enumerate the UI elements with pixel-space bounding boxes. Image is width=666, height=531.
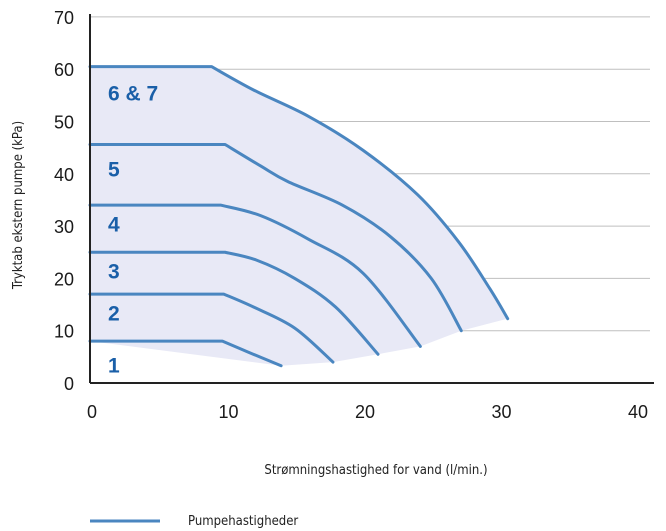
y-axis-title: Tryktab ekstern pumpe (kPa) (11, 121, 26, 290)
y-tick-label-40: 40 (54, 165, 74, 185)
speed-label-4: 4 (108, 213, 120, 236)
x-tick-label-40: 40 (628, 402, 648, 422)
speed-curve-5 (88, 143, 463, 333)
speed-label-1: 1 (108, 355, 120, 378)
x-tick-label-30: 30 (491, 402, 511, 422)
operating-area (90, 66, 508, 366)
y-tick-label-60: 60 (54, 60, 74, 80)
legend-label: Pumpehastigheder (188, 514, 298, 529)
speed-curve-2 (88, 292, 335, 364)
speed-labels: 1 2 3 4 5 6 & 7 (108, 83, 158, 378)
speed-label-3: 3 (108, 261, 120, 284)
y-tick-label-0: 0 (64, 374, 74, 394)
y-tick-label-50: 50 (54, 113, 74, 133)
y-tick-label-30: 30 (54, 217, 74, 237)
speed-curve-3 (88, 250, 380, 356)
axes (89, 14, 654, 384)
speed-label-2: 2 (108, 302, 120, 325)
speed-label-5: 5 (108, 159, 120, 182)
curves (88, 65, 510, 368)
y-tick-label-20: 20 (54, 269, 74, 289)
x-axis-title: Strømningshastighed for vand (l/min.) (264, 463, 487, 478)
x-tick-label-20: 20 (355, 402, 375, 422)
tick-labels: 0 10 20 30 40 50 60 70 0 10 20 30 40 (54, 8, 648, 422)
x-tick-label-0: 0 (87, 402, 97, 422)
speed-label-67: 6 & 7 (108, 83, 158, 106)
speed-curve-4 (88, 203, 422, 348)
x-tick-label-10: 10 (218, 402, 238, 422)
y-tick-label-10: 10 (54, 322, 74, 342)
speed-curve-67 (88, 65, 510, 321)
y-tick-label-70: 70 (54, 8, 74, 28)
speed-curve-1 (88, 339, 283, 368)
